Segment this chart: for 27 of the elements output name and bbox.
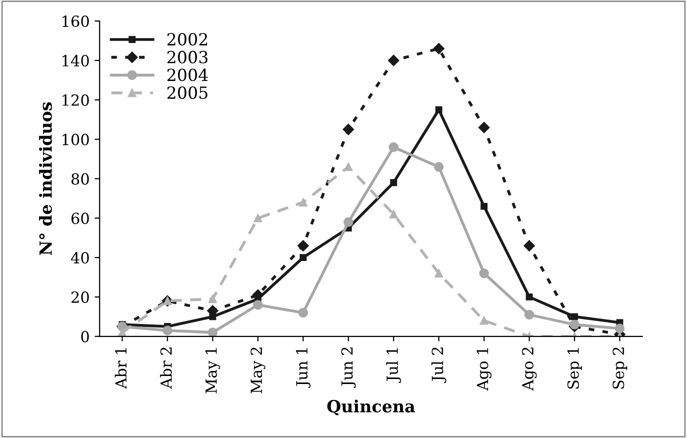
x-tick-label: May 1 [205,348,220,394]
y-tick-label: 20 [71,291,89,303]
legend-label: 2002 [167,32,208,46]
y-tick-label: 100 [62,134,89,146]
legend-label: 2005 [167,86,208,99]
x-tick-label: Jun 2 [341,348,356,388]
x-tick-label: Sep 1 [567,348,582,389]
x-axis-title: Quincena [327,400,415,416]
y-tick-label: 140 [62,54,89,66]
x-tick-label: May 2 [250,348,266,394]
x-tick-label: Abr 1 [114,348,127,389]
legend-label: 2003 [167,50,208,64]
y-axis-title: N° de individuos [39,102,52,256]
x-tick-label: Sep 2 [612,348,628,389]
y-tick-label: 80 [71,173,89,185]
x-tick-label: Ago 1 [476,348,492,391]
x-tick-label: Jul 1 [386,348,401,383]
y-tick-label: 0 [81,330,89,342]
y-tick-label: 60 [71,212,89,224]
y-tick-label: 120 [62,94,89,106]
x-tick-label: Jul 2 [431,348,446,383]
y-tick-label: 40 [70,252,89,264]
legend-label: 2004 [167,68,208,82]
y-tick-label: 160 [62,15,89,28]
x-tick-label: Jun 1 [296,348,311,388]
x-tick-label: Ago 2 [522,348,537,391]
x-tick-label: Abr 2 [160,348,172,389]
